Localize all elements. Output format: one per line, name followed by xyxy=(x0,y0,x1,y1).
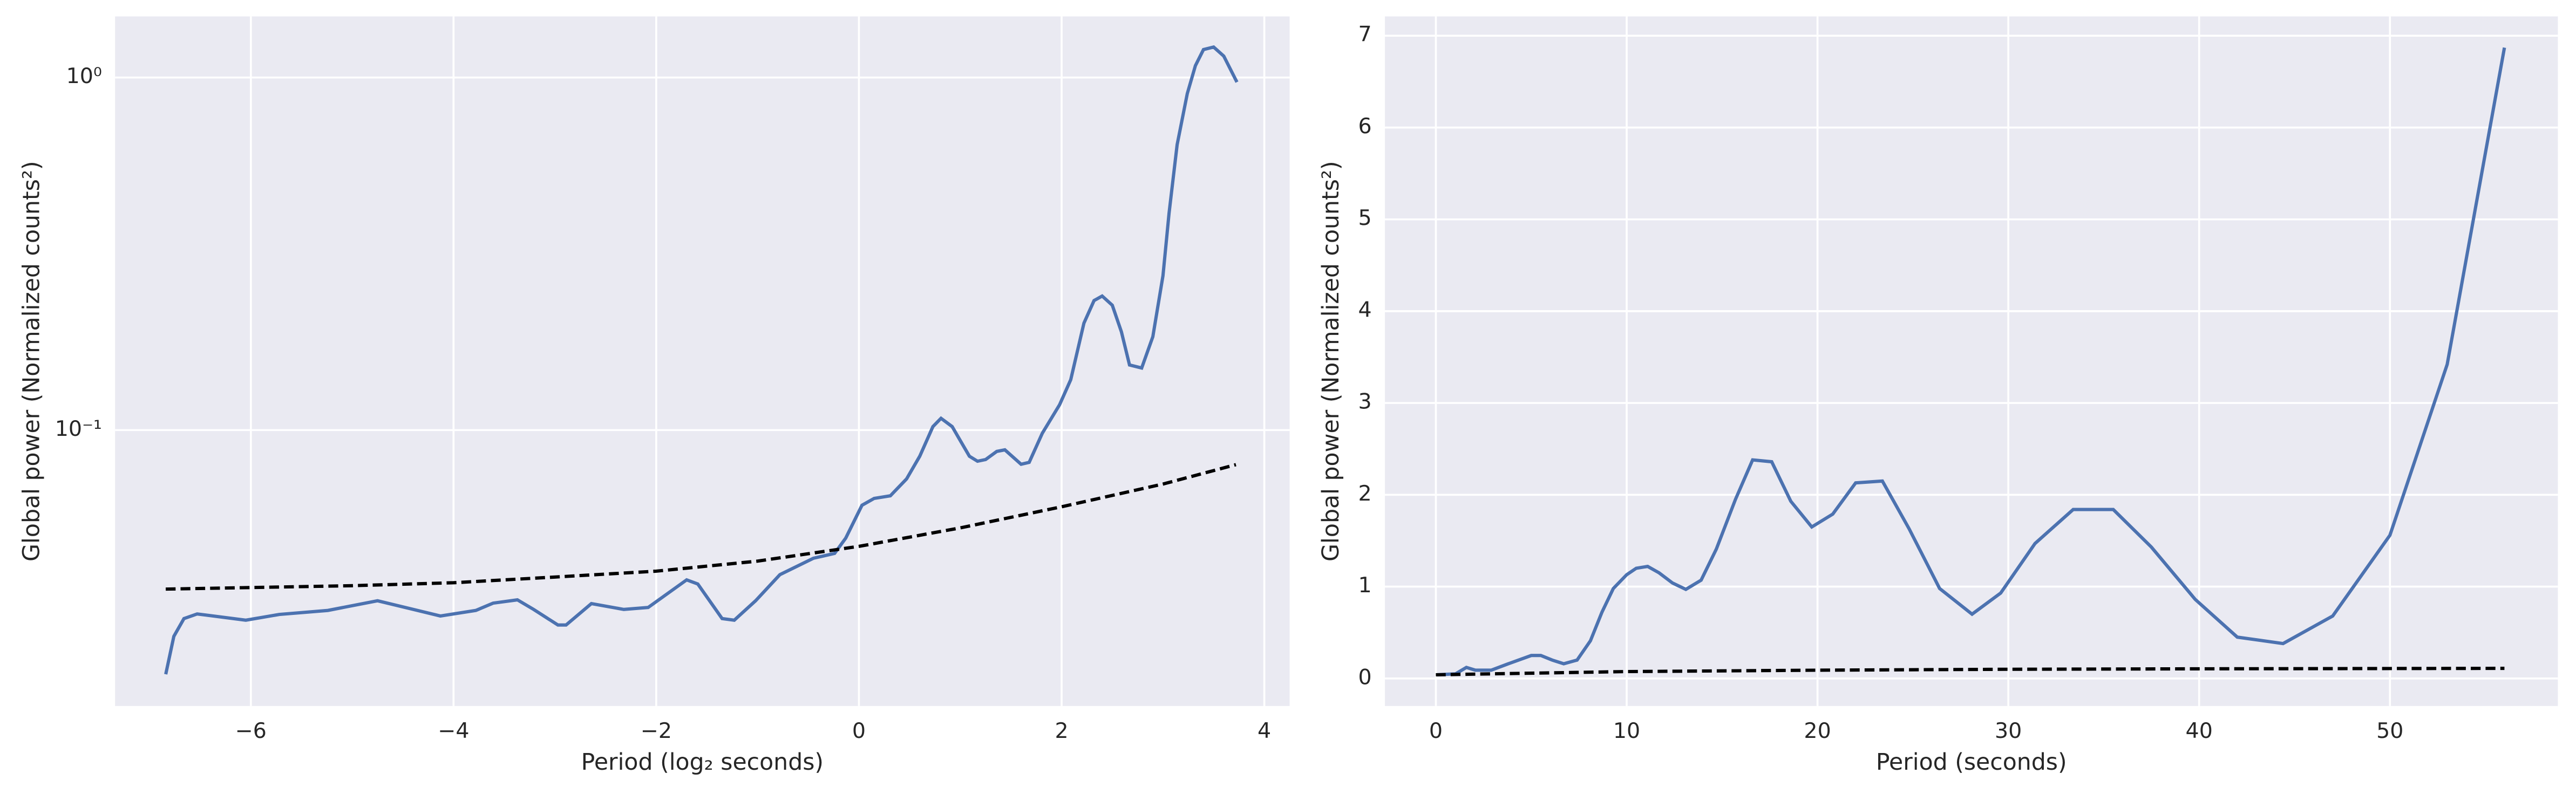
x-axis-label: Period (log₂ seconds) xyxy=(581,749,824,776)
x-axis-label: Period (seconds) xyxy=(1876,749,2067,776)
plot-area xyxy=(1385,16,2558,706)
y-axis-label: Global power (Normalized counts²) xyxy=(18,161,45,562)
data-line xyxy=(1436,667,2505,677)
y-tick-label: 3 xyxy=(1358,389,1372,414)
y-tick-label: 10⁰ xyxy=(66,64,102,88)
data-line xyxy=(1436,47,2506,677)
x-tick-label: 30 xyxy=(1995,718,2022,743)
x-tick-label: 40 xyxy=(2186,718,2213,743)
y-tick-label: 7 xyxy=(1358,22,1372,47)
x-tick-label: 20 xyxy=(1804,718,1831,743)
x-tick-label: 10 xyxy=(1613,718,1640,743)
x-tick-label: 0 xyxy=(852,718,866,743)
y-tick-label: 1 xyxy=(1358,573,1372,598)
plot-area xyxy=(115,16,1290,706)
x-tick-label: −6 xyxy=(235,718,267,743)
x-tick-label: 0 xyxy=(1429,718,1443,743)
data-line xyxy=(166,463,1236,591)
y-axis-label: Global power (Normalized counts²) xyxy=(1317,161,1344,562)
y-tick-label: 6 xyxy=(1358,114,1372,139)
y-tick-label: 2 xyxy=(1358,481,1372,506)
y-tick-label: 0 xyxy=(1358,665,1372,689)
y-tick-label: 10⁻¹ xyxy=(55,416,102,441)
x-tick-label: 4 xyxy=(1258,718,1271,743)
x-tick-label: 50 xyxy=(2376,718,2403,743)
data-line xyxy=(164,45,1239,675)
x-tick-label: 2 xyxy=(1055,718,1068,743)
y-tick-label: 4 xyxy=(1358,297,1372,322)
y-tick-label: 5 xyxy=(1358,206,1372,230)
x-tick-label: −2 xyxy=(641,718,672,743)
x-tick-label: −4 xyxy=(438,718,469,743)
